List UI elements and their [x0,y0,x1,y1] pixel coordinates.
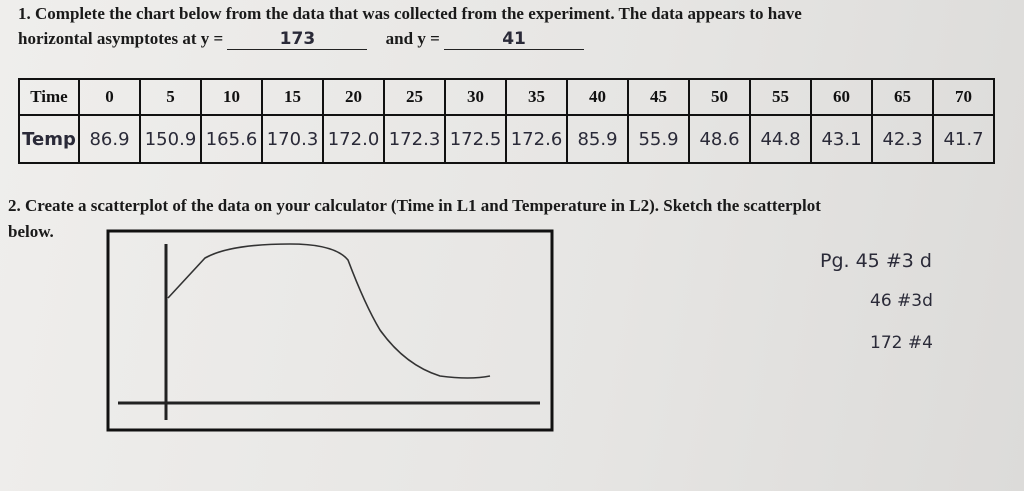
table-cell: 85.9 [566,114,629,164]
sketch-curve [167,243,491,379]
table-cell: 172.3 [383,114,446,164]
table-cell: 42.3 [871,114,934,164]
table-cell: 5 [139,78,202,116]
table-cell: 15 [261,78,324,116]
table-cell: 48.6 [688,114,751,164]
data-table: Time 0 5 10 15 20 25 30 35 40 45 50 55 60 65 70 Temp 86.9… [18,78,995,164]
table-cell: 10 [200,78,263,116]
table-cell: 55 [749,78,812,116]
note: Pg. 45 #3 d [820,250,932,272]
question-1: 1. Complete the chart below from the dat… [18,4,802,23]
table-cell: 41.7 [932,114,995,164]
row-header: Time [18,78,80,116]
table-cell: 50 [688,78,751,116]
table-cell: 35 [505,78,568,116]
table-cell: 30 [444,78,507,116]
table-cell: 25 [383,78,446,116]
prompt: and y = [385,29,440,48]
table-cell: 44.8 [749,114,812,164]
sketch-box [106,229,554,432]
question-2: 2. Create a scatterplot of the data on y… [8,196,821,215]
answer: 41 [444,29,585,50]
table-cell: 70 [932,78,995,116]
note: 46 #3d [870,291,933,311]
table-cell: 43.1 [810,114,873,164]
table-row: Temp 86.9 150.9 165.6 170.3 172.0 172.3 172.5 17… [18,114,995,164]
table-cell: 65 [871,78,934,116]
prompt: horizontal asymptotes at y = [18,29,224,48]
table-cell: 0 [78,78,141,116]
table-row: Time 0 5 10 15 20 25 30 35 40 45 50 55 60 65 70 [18,78,995,116]
table-cell: 170.3 [261,114,324,164]
question-2-line-2: below. [8,222,54,241]
table-cell: 172.0 [322,114,385,164]
table-cell: 45 [627,78,690,116]
table-cell: 60 [810,78,873,116]
table-cell: 165.6 [200,114,263,164]
table-cell: 55.9 [627,114,690,164]
table-cell: 172.6 [505,114,568,164]
table-cell: 86.9 [78,114,141,164]
table-cell: 150.9 [139,114,202,164]
note: 172 #4 [870,333,933,353]
row-header: Temp [18,114,80,164]
question-1-line-2: horizontal asymptotes at y = 173 and y =… [18,29,585,50]
table-cell: 172.5 [444,114,507,164]
table-cell: 20 [322,78,385,116]
table-cell: 40 [566,78,629,116]
answer: 173 [227,29,368,50]
